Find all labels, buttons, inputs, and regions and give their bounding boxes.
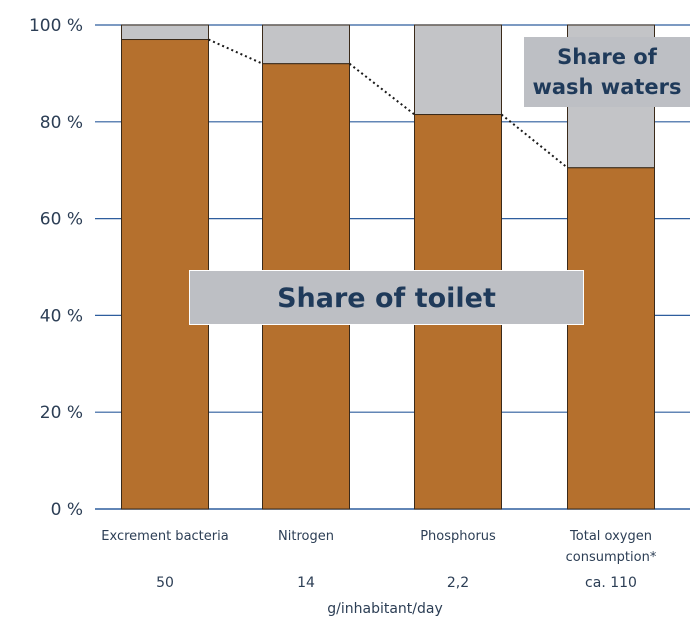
x-category-label: Excrement bacteria [101,529,228,544]
trend-dotted-line [208,38,263,65]
bar-wash-share [262,24,350,65]
x-amount-label: 14 [297,575,315,591]
trend-dotted-line [500,113,569,169]
x-amount-label: ca. 110 [585,575,637,591]
trend-dotted-line [348,62,416,116]
wash-callout-line1: Share of [557,45,657,69]
bar-wash-share [121,24,209,41]
wash-callout-line2: wash waters [532,75,682,99]
toilet-share-callout: Share of toilet [189,270,584,325]
y-tick-label: 0 % [51,500,83,520]
x-category-label: Phosphorus [420,529,496,544]
x-category-label: Nitrogen [278,529,334,544]
y-tick-label: 20 % [40,403,83,423]
x-amount-label: 50 [156,575,174,591]
bar-toilet-share [567,167,655,510]
y-tick-label: 60 % [40,210,83,230]
y-tick-label: 100 % [29,16,83,36]
x-amount-label: 2,2 [447,575,469,591]
y-tick-label: 40 % [40,306,83,326]
x-unit-label: g/inhabitant/day [327,601,443,617]
wash-waters-share-callout: Share of wash waters [524,37,690,107]
y-tick-label: 80 % [40,113,83,133]
bar-wash-share [414,24,502,116]
x-category-label: Total oxygen consumption* [566,529,657,565]
